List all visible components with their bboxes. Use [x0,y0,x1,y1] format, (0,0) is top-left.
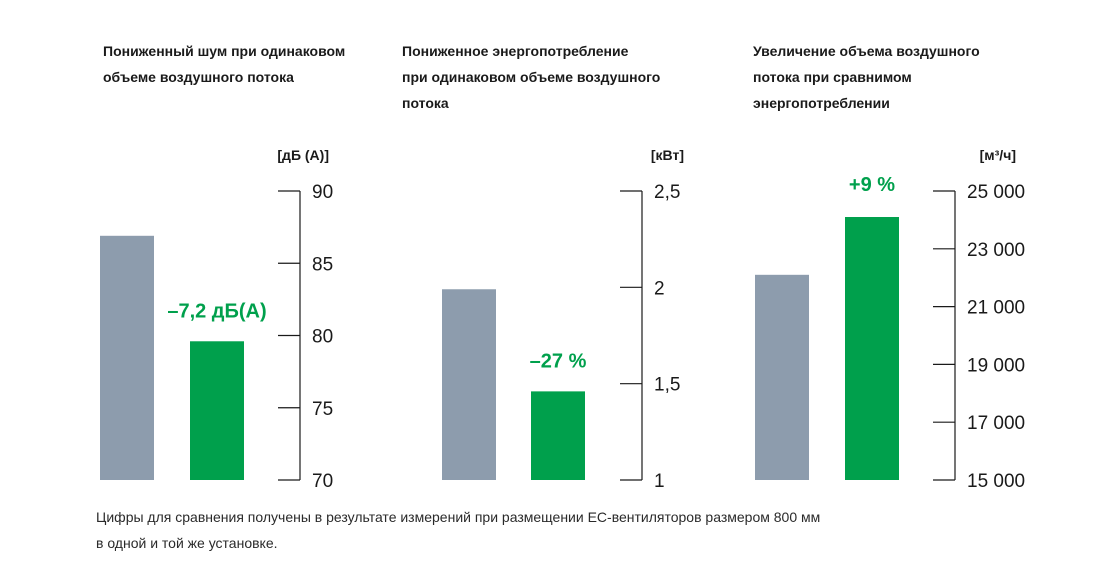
chart-3-title-line: энергопотреблении [753,95,890,111]
footnote-line: Цифры для сравнения получены в результат… [96,509,821,525]
chart-1-annotation: –7,2 дБ(A) [167,300,266,322]
chart-2-tick-label: 2 [654,278,665,299]
chart-3-title-line: Увеличение объема воздушного [753,43,980,59]
chart-1-bar-reference [100,235,154,480]
chart-3-unit-label: [м³/ч] [980,147,1016,163]
chart-1-title-line: объеме воздушного потока [103,69,294,85]
chart-1-tick-label: 85 [312,254,333,275]
chart-1-title: Пониженный шум при одинаковом объеме воз… [103,38,345,90]
chart-3-tick-label: 25 000 [967,182,1025,203]
chart-1-title-line: Пониженный шум при одинаковом [103,43,346,59]
chart-2-title-line: при одинаковом объеме воздушного [402,69,661,85]
chart-3-bar-improved [845,217,899,480]
chart-2-unit-label: [кВт] [651,147,684,163]
chart-2-bar-improved [531,391,585,480]
chart-2-annotation: –27 % [530,350,587,372]
chart-1-tick-label: 80 [312,327,333,348]
chart-1-tick-label: 75 [312,399,333,420]
chart-1-tick-label: 90 [312,182,333,203]
footnote-line: в одной и той же установке. [96,535,278,551]
chart-2-title-line: потока [402,95,449,111]
chart-2-tick-label: 1 [654,471,665,492]
chart-3-tick-label: 21 000 [967,298,1025,319]
chart-2-bar-reference [442,289,496,480]
footnote: Цифры для сравнения получены в результат… [96,504,820,556]
chart-3-tick-label: 19 000 [967,355,1025,376]
chart-2-tick-label: 1,5 [654,375,680,396]
chart-2-tick-label: 2,5 [654,182,680,203]
chart-2-title: Пониженное энергопотребление при одинако… [402,38,660,116]
chart-3-title: Увеличение объема воздушного потока при … [753,38,980,116]
chart-3-bar-reference [755,274,809,480]
chart-3-tick-label: 17 000 [967,413,1025,434]
chart-1-tick-label: 70 [312,471,333,492]
chart-3-tick-label: 23 000 [967,240,1025,261]
chart-3-tick-label: 15 000 [967,471,1025,492]
chart-2-title-line: Пониженное энергопотребление [402,43,629,59]
chart-1-bar-improved [190,341,244,480]
chart-3-title-line: потока при сравнимом [753,69,912,85]
chart-3-annotation: +9 % [849,174,895,196]
chart-1-unit-label: [дБ (A)] [277,147,329,163]
